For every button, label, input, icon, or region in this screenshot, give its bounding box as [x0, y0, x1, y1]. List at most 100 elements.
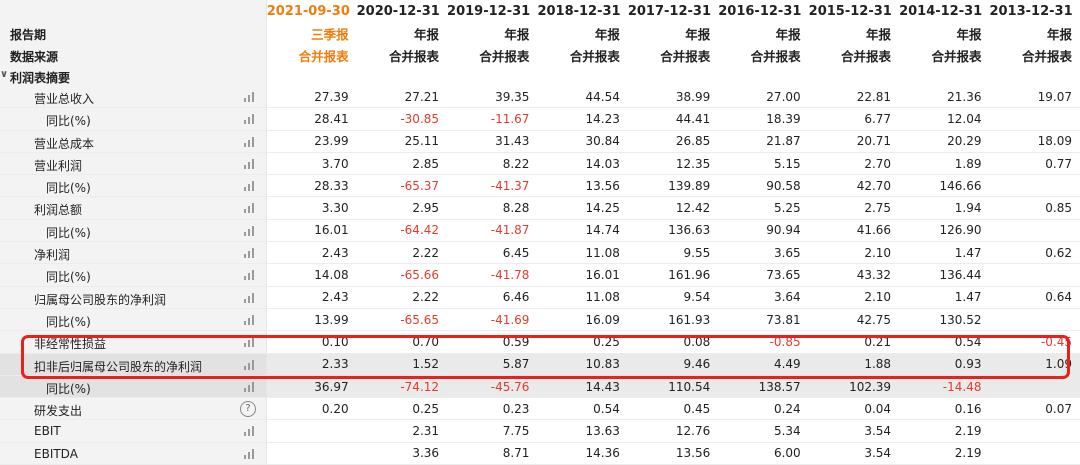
- table-cell: 1.47: [899, 241, 990, 265]
- table-cell: 2.85: [356, 152, 448, 176]
- section-title: 利润表摘要: [10, 71, 71, 85]
- bar-chart-icon[interactable]: [243, 158, 255, 169]
- date-header[interactable]: 2014-12-31: [899, 3, 983, 19]
- table-cell: 3.54: [808, 419, 900, 443]
- table-row[interactable]: 营业总收入 27.39 27.21 39.35 44.54 38.99 27.00 22.81…: [0, 86, 1080, 109]
- table-cell: 21.87: [718, 130, 809, 153]
- date-header[interactable]: 2019-12-31: [447, 3, 531, 19]
- table-row[interactable]: 扣非后归属母公司股东的净利润 2.33 1.52 5.87 10.83 9.46 4.49 1…: [0, 353, 1080, 376]
- table-cell: 2.19: [899, 442, 990, 465]
- date-header[interactable]: 2016-12-31: [718, 3, 802, 19]
- table-cell: 146.66: [899, 174, 990, 198]
- date-header[interactable]: 2017-12-31: [627, 3, 711, 19]
- table-cell: 0.10: [266, 330, 357, 354]
- row-label-cell: 净利润: [0, 241, 267, 265]
- table-cell: [989, 263, 1080, 287]
- bar-chart-icon[interactable]: [243, 114, 255, 125]
- table-cell: -41.78: [447, 263, 538, 287]
- bar-chart-icon[interactable]: [243, 248, 255, 259]
- table-cell: 38.99: [627, 86, 719, 109]
- row-label-cell: 非经常性损益: [0, 330, 267, 354]
- row-label: 归属母公司股东的净利润: [34, 292, 167, 307]
- table-cell: [266, 442, 357, 465]
- bar-chart-icon[interactable]: [243, 181, 255, 192]
- bar-chart-icon[interactable]: [243, 337, 255, 348]
- table-row[interactable]: 非经常性损益 0.10 0.70 0.59 0.25 0.08 -0.85 0.21 0.54-…: [0, 330, 1080, 354]
- bar-chart-icon[interactable]: [243, 136, 255, 147]
- bar-chart-icon[interactable]: [243, 426, 255, 437]
- table-cell: 0.93: [899, 353, 990, 376]
- table-row[interactable]: 同比(%) 36.97 -74.12 -45.76 14.43 110.54 138.57 1…: [0, 375, 1080, 399]
- bar-chart-icon[interactable]: [243, 314, 255, 325]
- table-cell: 1.09: [989, 353, 1080, 376]
- bar-chart-icon[interactable]: [243, 381, 255, 392]
- table-cell: 3.70: [266, 152, 357, 176]
- table-row[interactable]: 营业利润 3.70 2.85 8.22 14.03 12.35 5.15 2.70 1.89 0.…: [0, 152, 1080, 176]
- table-cell: 13.56: [627, 442, 719, 465]
- table-row[interactable]: 净利润 2.43 2.22 6.45 11.08 9.55 3.65 2.10 1.47 0.62: [0, 241, 1080, 265]
- bar-chart-icon[interactable]: [243, 270, 255, 281]
- section-header-row[interactable]: ∨ 利润表摘要: [0, 66, 1080, 86]
- row-label: 营业利润: [34, 158, 83, 173]
- table-row[interactable]: 同比(%) 16.01 -64.42 -41.87 14.74 136.63 90.94 41…: [0, 219, 1080, 243]
- table-cell: [266, 419, 357, 443]
- section-header-cell[interactable]: ∨ 利润表摘要: [0, 66, 267, 86]
- report-type: 年报: [775, 26, 801, 42]
- date-header[interactable]: 2013-12-31: [989, 3, 1073, 19]
- table-row[interactable]: 营业总成本 23.99 25.11 31.43 30.84 26.85 21.87 20.71…: [0, 130, 1080, 153]
- table-row[interactable]: EBITDA 3.36 8.71 14.36 13.56 6.00 3.54 2.19: [0, 442, 1080, 465]
- date-header[interactable]: 2021-09-30: [266, 3, 350, 19]
- table-cell: 5.15: [718, 152, 809, 176]
- table-cell: 6.77: [808, 107, 900, 131]
- table-row[interactable]: 同比(%) 28.41 -30.85 -11.67 14.23 44.41 18.39 6.7…: [0, 107, 1080, 131]
- table-cell: 13.56: [537, 174, 628, 198]
- row-label-cell: 研发支出?: [0, 397, 267, 421]
- table-cell: 28.41: [266, 107, 357, 131]
- table-cell: 16.09: [537, 308, 628, 332]
- table-cell: 3.36: [356, 442, 448, 465]
- chevron-down-icon[interactable]: ∨: [0, 69, 9, 80]
- table-cell: 0.04: [808, 397, 900, 421]
- data-source: 合并报表: [479, 48, 530, 64]
- bar-chart-icon[interactable]: [243, 203, 255, 214]
- table-cell: 14.08: [266, 263, 357, 287]
- table-cell: 2.31: [356, 419, 448, 443]
- bar-chart-icon[interactable]: [243, 225, 255, 236]
- table-row[interactable]: EBIT 2.31 7.75 13.63 12.76 5.34 3.54 2.19: [0, 419, 1080, 443]
- bar-chart-icon[interactable]: [243, 359, 255, 370]
- table-cell: 44.41: [627, 107, 719, 131]
- bar-chart-icon[interactable]: [243, 292, 255, 303]
- row-label-cell: EBITDA: [0, 442, 267, 465]
- table-cell: 30.84: [537, 130, 628, 153]
- table-row[interactable]: 同比(%) 14.08 -65.66 -41.78 16.01 161.96 73.65 43…: [0, 263, 1080, 287]
- report-type: 三季报: [311, 26, 349, 42]
- table-cell: 8.28: [447, 196, 538, 220]
- table-row[interactable]: 归属母公司股东的净利润 2.43 2.22 6.46 11.08 9.54 3.64 2.10…: [0, 286, 1080, 309]
- report-type: 年报: [956, 26, 982, 42]
- table-cell: 10.83: [537, 353, 628, 376]
- data-source: 合并报表: [841, 48, 892, 64]
- report-type: 年报: [594, 26, 620, 42]
- table-cell: 8.22: [447, 152, 538, 176]
- table-cell: 4.49: [718, 353, 809, 376]
- table-cell: 20.71: [808, 130, 900, 153]
- table-row[interactable]: 同比(%) 28.33 -65.37 -41.37 13.56 139.89 90.58 42…: [0, 174, 1080, 198]
- table-row[interactable]: 利润总额 3.30 2.95 8.28 14.25 12.42 5.25 2.75 1.94 0.…: [0, 196, 1080, 220]
- date-header[interactable]: 2018-12-31: [537, 3, 621, 19]
- bar-chart-icon[interactable]: [243, 448, 255, 459]
- table-cell: 9.46: [627, 353, 719, 376]
- date-header[interactable]: 2020-12-31: [356, 3, 440, 19]
- row-label: 同比(%): [46, 181, 91, 196]
- table-cell: 11.08: [537, 241, 628, 265]
- date-header[interactable]: 2015-12-31: [808, 3, 892, 19]
- table-cell: 14.36: [537, 442, 628, 465]
- table-cell: 8.71: [447, 442, 538, 465]
- question-icon[interactable]: ?: [240, 401, 256, 418]
- table-cell: 22.81: [808, 86, 900, 109]
- table-row[interactable]: 同比(%) 13.99 -65.65 -41.69 16.09 161.93 73.81 42…: [0, 308, 1080, 332]
- report-type: 年报: [1046, 26, 1072, 42]
- data-source: 合并报表: [569, 48, 620, 64]
- table-row[interactable]: 研发支出? 0.20 0.25 0.23 0.54 0.45 0.24 0.04 0.16 0.0…: [0, 397, 1080, 421]
- data-source: 合并报表: [931, 48, 982, 64]
- bar-chart-icon[interactable]: [243, 92, 255, 102]
